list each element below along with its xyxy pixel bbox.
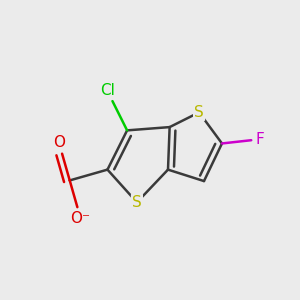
Text: O⁻: O⁻ [70,211,91,226]
Text: S: S [194,105,204,120]
Text: O: O [53,135,65,150]
Text: Cl: Cl [100,83,115,98]
Text: F: F [256,132,265,147]
Text: S: S [132,195,142,210]
